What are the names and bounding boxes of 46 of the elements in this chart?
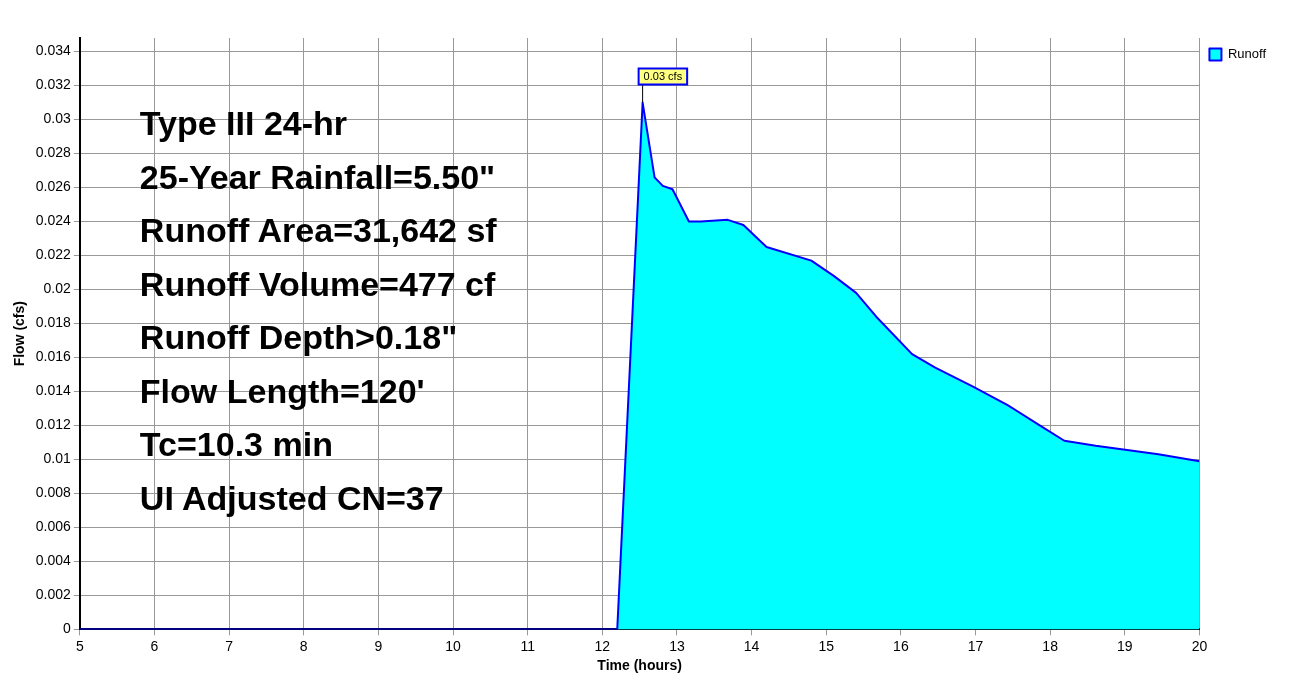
x-tick-label: 20 (1191, 637, 1208, 654)
annotation: Tc=10.3 min (139, 425, 333, 464)
x-tick-label: 11 (520, 637, 536, 654)
x-tick-label: 14 (743, 637, 760, 654)
y-tick-label: 0.006 (35, 518, 72, 535)
annotation: Runoff Area=31,642 sf (139, 211, 498, 250)
x-tick-label: 10 (445, 637, 462, 654)
x-tick-label: 16 (893, 637, 909, 654)
y-axis-title: Flow (cfs) (11, 301, 28, 367)
annotation: UI Adjusted CN=37 (139, 478, 444, 517)
annotation: Runoff Volume=477 cf (139, 264, 496, 303)
y-tick-label: 0.004 (35, 552, 72, 569)
y-tick-label: 0.012 (35, 416, 72, 433)
annotation: 25-Year Rainfall=5.50" (139, 157, 496, 196)
y-tick-label: 0.01 (43, 450, 72, 467)
y-tick-label: 0.008 (35, 484, 72, 501)
x-axis-title: Time (hours) (597, 657, 682, 674)
y-tick-label: 0.024 (35, 212, 72, 229)
x-tick-label: 13 (669, 637, 685, 654)
annotation: Flow Length=120' (139, 371, 425, 410)
y-tick-label: 0.016 (35, 348, 72, 365)
x-tick-label: 19 (1117, 637, 1133, 654)
x-tick-label: 12 (594, 637, 611, 654)
y-tick-label: 0.018 (35, 314, 72, 331)
x-tick-label: 6 (150, 637, 159, 654)
x-tick-label: 5 (75, 637, 84, 654)
y-tick-label: 0.026 (35, 178, 72, 195)
y-tick-label: 0.03 (43, 110, 72, 127)
x-tick-label: 7 (225, 637, 234, 654)
y-tick-label: 0.02 (43, 280, 72, 297)
annotation: 0.03 cfs (643, 69, 683, 82)
x-tick-label: 8 (299, 637, 308, 654)
y-tick-label: 0.032 (35, 76, 72, 93)
x-tick-label: 17 (967, 637, 984, 654)
y-tick-label: 0.028 (35, 144, 72, 161)
y-tick-label: 0.002 (35, 586, 72, 603)
y-tick-label: 0 (63, 620, 72, 637)
x-tick-label: 15 (818, 637, 835, 654)
y-tick-label: 0.014 (35, 382, 72, 399)
y-tick-label: 0.034 (35, 42, 72, 59)
legend-label: Runoff (1227, 46, 1267, 62)
annotation: Type III 24-hr (139, 104, 348, 143)
annotation: Runoff Depth>0.18" (139, 318, 458, 357)
x-tick-label: 18 (1042, 637, 1059, 654)
x-tick-label: 9 (374, 637, 383, 654)
y-tick-label: 0.022 (35, 246, 72, 263)
